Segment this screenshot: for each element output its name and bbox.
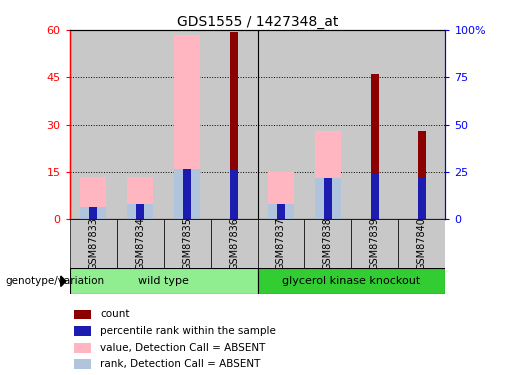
Text: value, Detection Call = ABSENT: value, Detection Call = ABSENT <box>100 343 266 352</box>
Text: GSM87840: GSM87840 <box>417 217 427 270</box>
Bar <box>399 30 445 219</box>
Text: glycerol kinase knockout: glycerol kinase knockout <box>282 276 421 286</box>
Text: GSM87834: GSM87834 <box>135 217 145 270</box>
Bar <box>304 219 352 268</box>
Bar <box>80 207 106 219</box>
Text: genotype/variation: genotype/variation <box>5 276 104 286</box>
Bar <box>74 343 92 352</box>
Bar <box>174 169 200 219</box>
Bar <box>183 169 191 219</box>
Text: GSM87838: GSM87838 <box>323 217 333 270</box>
Bar <box>164 30 211 219</box>
Bar <box>164 219 211 268</box>
Text: rank, Detection Call = ABSENT: rank, Detection Call = ABSENT <box>100 359 261 369</box>
Bar <box>70 30 116 219</box>
Bar <box>352 30 399 219</box>
Text: GSM87837: GSM87837 <box>276 217 286 270</box>
Bar <box>399 219 445 268</box>
Bar <box>371 74 379 219</box>
Bar <box>211 219 258 268</box>
Bar <box>418 131 426 219</box>
Bar <box>258 268 445 294</box>
Bar <box>80 177 106 219</box>
Bar <box>136 204 144 219</box>
Bar <box>268 204 294 219</box>
Bar <box>74 309 92 319</box>
Bar <box>70 268 258 294</box>
Text: GSM87839: GSM87839 <box>370 217 380 270</box>
Bar <box>70 219 116 268</box>
Bar <box>324 178 332 219</box>
Polygon shape <box>61 276 66 286</box>
Bar <box>315 178 341 219</box>
Bar <box>277 204 285 219</box>
Text: wild type: wild type <box>138 276 189 286</box>
Bar <box>127 204 153 219</box>
Title: GDS1555 / 1427348_at: GDS1555 / 1427348_at <box>177 15 338 29</box>
Text: GSM87833: GSM87833 <box>88 217 98 270</box>
Bar <box>418 178 426 219</box>
Bar <box>268 172 294 219</box>
Bar <box>74 360 92 369</box>
Text: percentile rank within the sample: percentile rank within the sample <box>100 326 276 336</box>
Bar <box>352 219 399 268</box>
Bar <box>174 35 200 219</box>
Bar <box>89 207 97 219</box>
Bar <box>258 219 304 268</box>
Bar <box>127 177 153 219</box>
Bar <box>230 32 238 219</box>
Bar <box>116 219 164 268</box>
Bar <box>371 174 379 219</box>
Text: GSM87836: GSM87836 <box>229 217 239 270</box>
Bar <box>258 30 304 219</box>
Bar <box>116 30 164 219</box>
Text: count: count <box>100 309 130 320</box>
Bar <box>74 326 92 336</box>
Text: GSM87835: GSM87835 <box>182 217 192 270</box>
Bar <box>304 30 352 219</box>
Bar <box>315 131 341 219</box>
Bar <box>211 30 258 219</box>
Bar <box>230 169 238 219</box>
